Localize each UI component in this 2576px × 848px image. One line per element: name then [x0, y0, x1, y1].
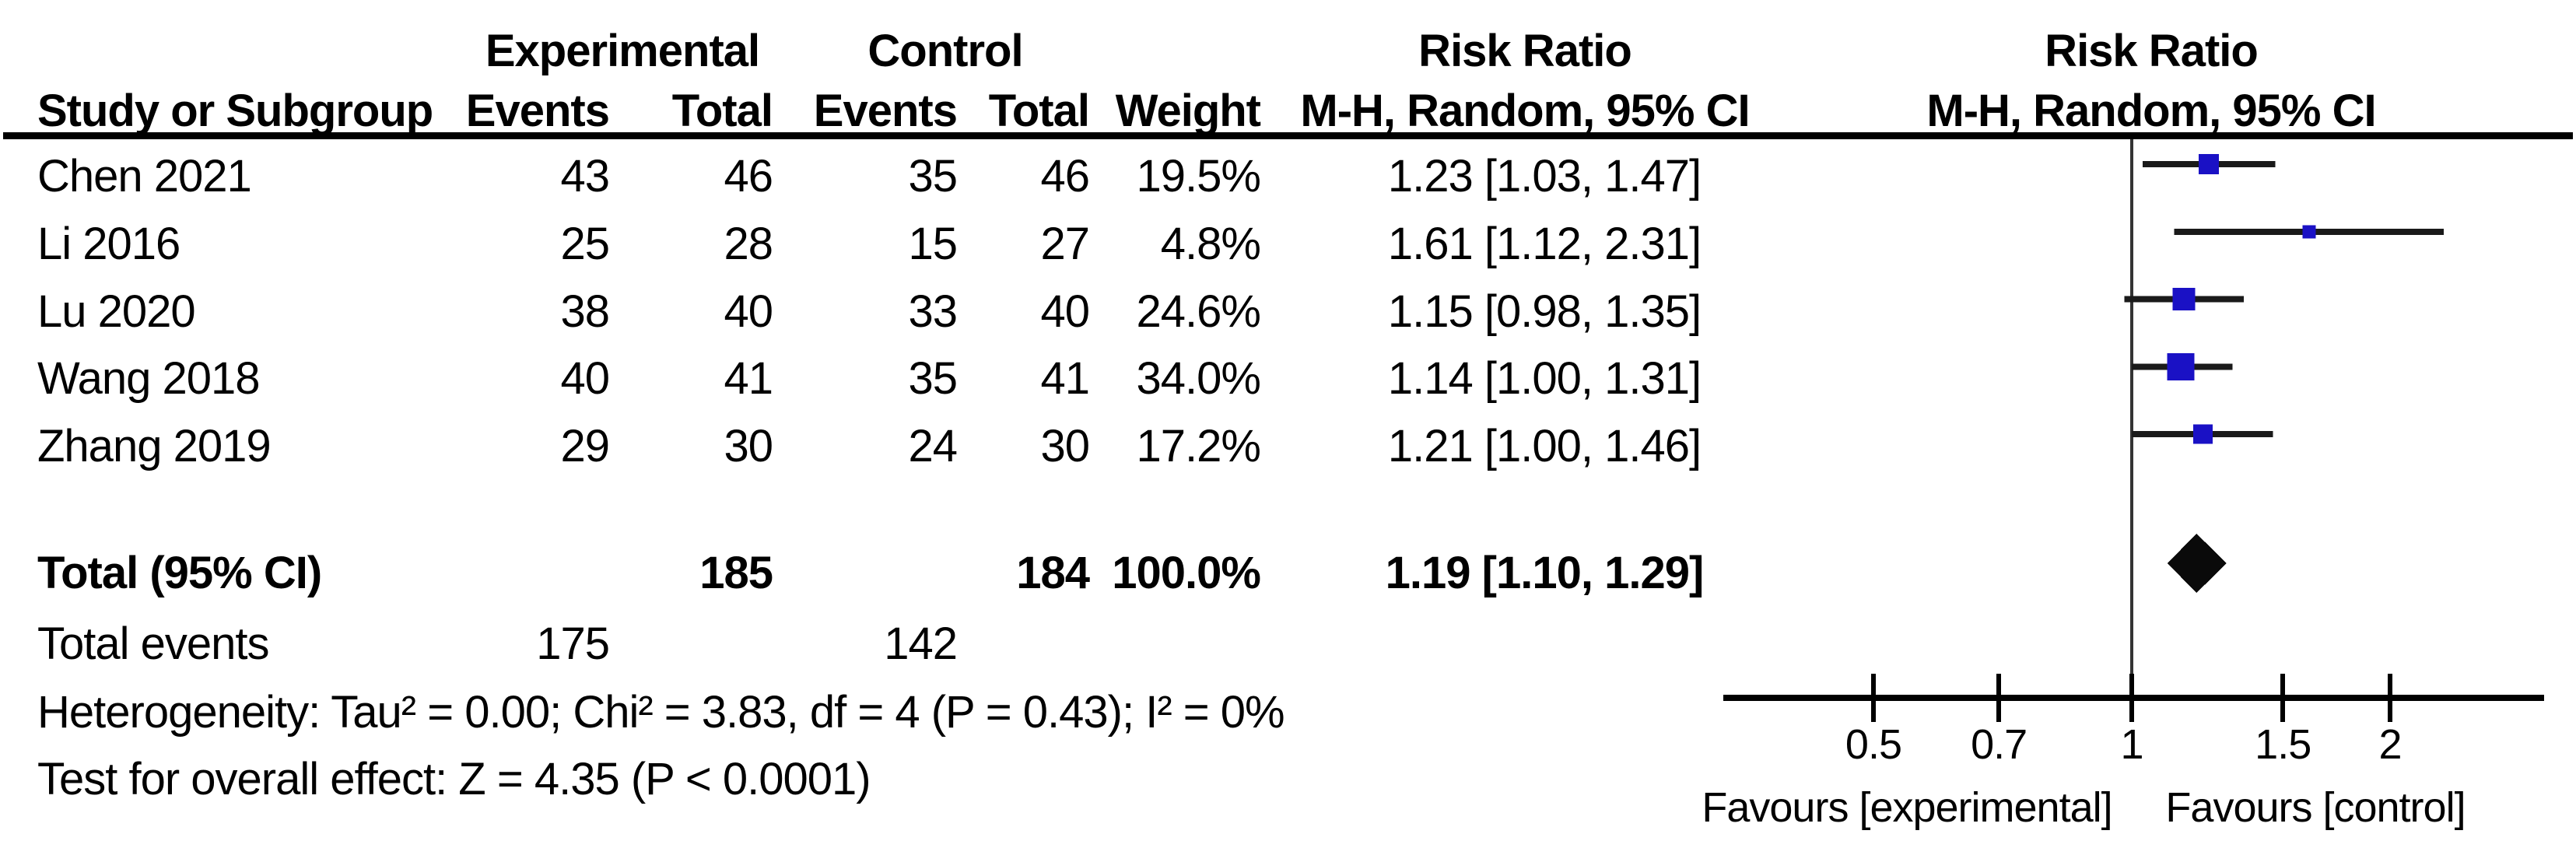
study-name: Chen 2021	[37, 151, 252, 201]
ctrl-total-value: 30	[1040, 421, 1090, 471]
rr-ci-text: 1.21 [1.00, 1.46]	[1387, 421, 1702, 471]
total-rr-ci-text: 1.19 [1.10, 1.29]	[1385, 548, 1705, 598]
null-effect-line	[2130, 139, 2133, 701]
col-header-study: Study or Subgroup	[37, 86, 433, 136]
heterogeneity-note: Heterogeneity: Tau² = 0.00; Chi² = 3.83,…	[37, 687, 1285, 738]
col-header-exp-events: Events	[465, 86, 610, 136]
ctrl-total-value: 27	[1040, 218, 1090, 269]
effect-square	[2192, 424, 2213, 444]
exp-total-value: 41	[724, 353, 773, 405]
axis-tick-label: 1.5	[2255, 721, 2311, 768]
col-group-experimental: Experimental	[485, 26, 760, 76]
col-group-control: Control	[867, 26, 1023, 76]
col-header-ctrl-total: Total	[988, 86, 1090, 136]
ctrl-total-value: 41	[1040, 353, 1090, 405]
study-name: Lu 2020	[37, 286, 196, 337]
rr-ci-text: 1.23 [1.03, 1.47]	[1387, 151, 1702, 201]
header-divider	[3, 132, 2573, 139]
col-group-risk-ratio-plot: Risk Ratio	[2045, 26, 2259, 76]
weight-value: 19.5%	[1136, 151, 1261, 201]
effect-square	[2199, 154, 2220, 174]
ctrl-total-value: 46	[1040, 151, 1090, 201]
axis-tick	[2129, 674, 2134, 722]
axis-tick-label: 2	[2378, 721, 2403, 768]
exp-total-value: 28	[724, 218, 773, 269]
total-ctrl-total: 184	[1016, 548, 1090, 598]
col-header-exp-total: Total	[671, 86, 773, 136]
effect-square	[2302, 225, 2316, 239]
weight-value: 4.8%	[1160, 218, 1261, 269]
effect-square	[2172, 288, 2196, 310]
axis-tick-label: 0.5	[1845, 721, 1902, 768]
rr-ci-text: 1.61 [1.12, 2.31]	[1387, 218, 1702, 269]
col-header-mh-ci: M-H, Random, 95% CI	[1300, 86, 1750, 136]
exp-events-value: 29	[560, 421, 610, 471]
col-group-risk-ratio: Risk Ratio	[1418, 26, 1632, 76]
rr-ci-text: 1.14 [1.00, 1.31]	[1387, 353, 1702, 405]
axis-tick	[1870, 674, 1876, 722]
total-events-exp: 175	[536, 618, 610, 669]
weight-value: 34.0%	[1136, 353, 1261, 405]
rr-ci-text: 1.15 [0.98, 1.35]	[1387, 286, 1702, 337]
study-name: Zhang 2019	[37, 421, 272, 471]
overall-effect-note: Test for overall effect: Z = 4.35 (P < 0…	[37, 754, 871, 804]
ctrl-events-value: 35	[908, 353, 958, 405]
exp-total-value: 30	[724, 421, 773, 471]
exp-events-value: 43	[560, 151, 610, 201]
favours-control-label: Favours [control]	[2165, 784, 2466, 831]
axis-tick-label: 1	[2120, 721, 2143, 768]
axis-tick	[2388, 674, 2393, 722]
ctrl-events-value: 33	[908, 286, 958, 337]
ctrl-events-value: 35	[908, 151, 958, 201]
total-row-label: Total (95% CI)	[37, 548, 322, 598]
col-header-ctrl-events: Events	[813, 86, 958, 136]
axis-tick-label: 0.7	[1971, 721, 2028, 768]
exp-total-value: 40	[724, 286, 773, 337]
summary-diamond	[2167, 534, 2227, 593]
axis-tick	[2280, 674, 2286, 722]
study-name: Wang 2018	[37, 353, 261, 405]
total-events-label: Total events	[37, 618, 270, 669]
effect-square	[2167, 352, 2195, 380]
exp-events-value: 38	[560, 286, 610, 337]
exp-total-value: 46	[724, 151, 773, 201]
exp-events-value: 25	[560, 218, 610, 269]
col-header-mh-ci-plot: M-H, Random, 95% CI	[1926, 86, 2376, 136]
ctrl-events-value: 15	[908, 218, 958, 269]
total-events-ctrl: 142	[884, 618, 958, 669]
col-header-weight: Weight	[1115, 86, 1261, 136]
study-name: Li 2016	[37, 218, 180, 269]
axis-tick	[1996, 674, 2002, 722]
weight-value: 17.2%	[1136, 421, 1261, 471]
total-exp-total: 185	[699, 548, 773, 598]
ctrl-total-value: 40	[1040, 286, 1090, 337]
total-weight: 100.0%	[1112, 548, 1261, 598]
weight-value: 24.6%	[1136, 286, 1261, 337]
exp-events-value: 40	[560, 353, 610, 405]
favours-experimental-label: Favours [experimental]	[1702, 784, 2112, 831]
ctrl-events-value: 24	[908, 421, 958, 471]
